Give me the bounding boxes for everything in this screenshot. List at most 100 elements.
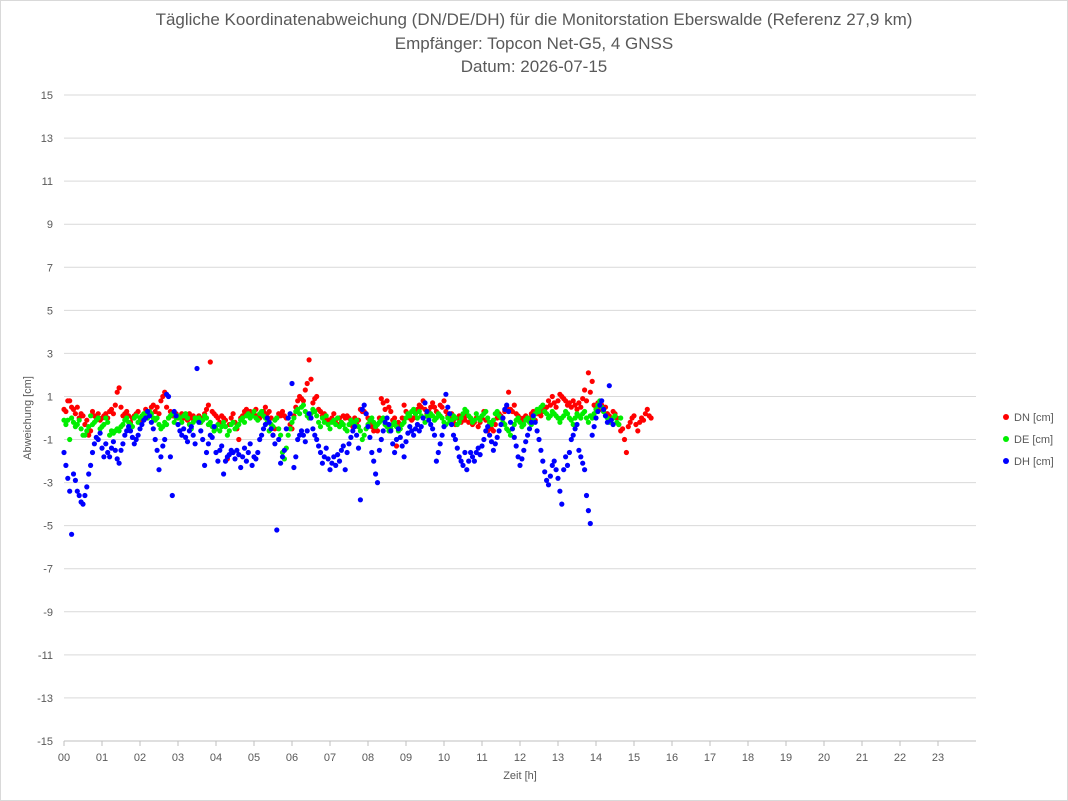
data-point [245,411,251,417]
data-point [183,434,189,440]
data-point [412,426,419,432]
data-point [135,419,141,425]
data-point [80,501,86,507]
y-tick-label: -3 [43,478,53,490]
data-point [217,428,223,434]
data-point [129,434,135,440]
data-point [257,436,263,443]
data-point [378,396,384,402]
data-point [196,415,202,421]
data-point [357,497,363,503]
data-point [532,419,538,425]
data-point [291,464,297,471]
data-point [509,426,515,432]
data-point [582,408,588,415]
y-tick-label: 3 [47,348,53,360]
data-point [89,408,96,415]
data-point [276,426,282,432]
data-point [95,436,101,443]
data-point [507,419,514,425]
data-point [88,428,94,434]
data-point [477,417,483,423]
data-point [487,432,493,438]
data-point [316,443,322,449]
data-point [359,436,365,443]
data-point [118,447,124,453]
data-point [553,404,559,410]
data-point [466,419,472,425]
data-point [278,413,284,419]
data-point [82,432,88,438]
data-point [221,471,227,477]
data-point [506,408,512,415]
data-point [490,428,496,434]
data-point [561,467,567,473]
data-point [276,436,282,443]
data-point [150,426,156,432]
x-tick-label: 02 [134,752,146,764]
data-point [213,449,219,456]
data-point [635,428,641,434]
data-point [435,449,441,456]
data-point [363,411,369,417]
data-point [409,428,415,434]
data-point [181,426,187,432]
data-point [203,406,210,412]
data-point [564,411,571,417]
data-point [390,441,396,447]
chart-title: Tägliche Koordinatenabweichung (DN/DE/DH… [155,10,913,29]
legend-marker [1003,458,1009,464]
data-point [124,408,130,415]
x-tick-label: 16 [666,752,678,764]
data-point [570,432,576,438]
data-point [403,415,409,421]
data-point [469,454,476,460]
data-point [496,428,502,434]
data-point [504,402,510,408]
data-point [331,454,337,460]
data-point [468,449,474,456]
data-point [196,419,202,425]
data-point [604,419,611,425]
data-point [591,424,597,430]
data-point [300,432,306,438]
data-point [304,380,310,387]
data-point [158,398,164,404]
data-point [563,454,569,460]
data-point [101,421,107,428]
data-point [354,432,360,438]
data-point [517,419,523,425]
data-point [401,454,407,460]
legend-label: DE [cm] [1014,434,1053,446]
data-point [314,413,320,419]
data-point [608,417,614,423]
data-point [279,408,286,415]
data-point [418,404,424,410]
data-point [348,434,354,440]
data-point [354,417,360,423]
data-point [545,482,552,488]
data-point [78,426,84,432]
data-point [365,424,371,430]
data-point [319,415,325,421]
data-point [135,432,141,438]
data-point [259,432,265,438]
data-point [74,488,80,494]
x-tick-label: 03 [172,752,184,764]
data-point [105,449,111,456]
data-point [412,411,419,417]
data-point [555,475,561,481]
data-point [253,456,259,462]
data-point [430,413,436,419]
x-tick-label: 18 [742,752,754,764]
data-point [431,432,438,438]
x-tick-label: 14 [590,752,602,764]
data-point [386,404,392,410]
x-tick-label: 08 [362,752,374,764]
data-point [224,432,230,438]
data-point [460,411,466,417]
data-point [249,413,255,419]
data-point [637,419,643,425]
data-point [439,404,445,410]
data-point [67,488,73,494]
